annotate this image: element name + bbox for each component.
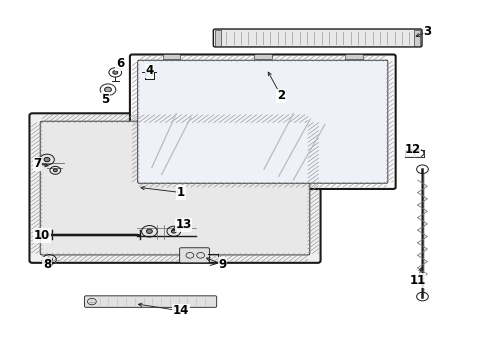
Circle shape — [146, 229, 152, 233]
Circle shape — [171, 229, 176, 233]
Text: 10: 10 — [34, 229, 50, 242]
Circle shape — [113, 71, 118, 74]
FancyBboxPatch shape — [215, 31, 221, 45]
Text: 11: 11 — [408, 274, 425, 287]
Text: 3: 3 — [423, 25, 430, 38]
FancyBboxPatch shape — [179, 248, 209, 263]
Text: 1: 1 — [177, 186, 185, 199]
Text: 9: 9 — [218, 258, 226, 271]
Text: 14: 14 — [173, 305, 189, 318]
FancyBboxPatch shape — [138, 60, 387, 183]
Circle shape — [46, 257, 52, 262]
Text: 4: 4 — [145, 64, 153, 77]
Text: 13: 13 — [175, 218, 191, 231]
FancyBboxPatch shape — [253, 54, 271, 59]
Text: 7: 7 — [33, 157, 41, 170]
Circle shape — [104, 87, 111, 92]
Text: 5: 5 — [101, 93, 109, 106]
Text: 8: 8 — [43, 258, 51, 271]
Text: 6: 6 — [116, 57, 124, 70]
FancyBboxPatch shape — [162, 54, 180, 59]
FancyBboxPatch shape — [40, 121, 309, 255]
FancyBboxPatch shape — [413, 31, 419, 45]
FancyBboxPatch shape — [84, 296, 216, 307]
FancyBboxPatch shape — [29, 113, 320, 263]
FancyBboxPatch shape — [213, 29, 421, 47]
FancyBboxPatch shape — [130, 54, 395, 189]
Text: 12: 12 — [404, 143, 420, 156]
Circle shape — [53, 169, 57, 172]
Circle shape — [44, 157, 50, 162]
FancyBboxPatch shape — [345, 54, 362, 59]
Text: 2: 2 — [276, 89, 285, 102]
